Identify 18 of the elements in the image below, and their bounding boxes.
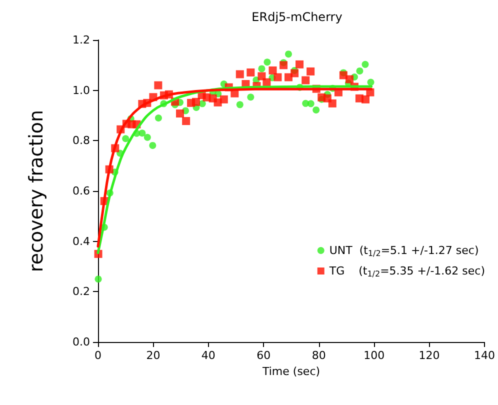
y-tick-label: 1.2	[72, 34, 90, 46]
y-tick-label: 0.6	[72, 184, 90, 198]
x-tick-label: 20	[146, 349, 160, 362]
x-axis-title: Time (sec)	[261, 364, 320, 378]
x-tick-label: 140	[474, 349, 495, 362]
x-tick-label: 0	[94, 349, 102, 362]
x-tick-label: 80	[312, 349, 326, 362]
y-tick-label: 1.0	[72, 84, 90, 97]
y-axis-title: recovery fraction	[26, 110, 48, 272]
chart-title: ERdj5-mCherry	[252, 10, 342, 24]
y-tick-label: 0.2	[72, 285, 90, 298]
y-tick-label: 0.0	[72, 336, 90, 348]
y-tick-label: 0.4	[72, 234, 90, 248]
y-tick-label: 0.8	[72, 134, 90, 148]
x-tick-label: 60	[256, 349, 271, 362]
x-tick-label: 100	[364, 349, 385, 362]
x-tick-label: 120	[418, 349, 440, 362]
x-tick-label: 40	[201, 349, 216, 362]
